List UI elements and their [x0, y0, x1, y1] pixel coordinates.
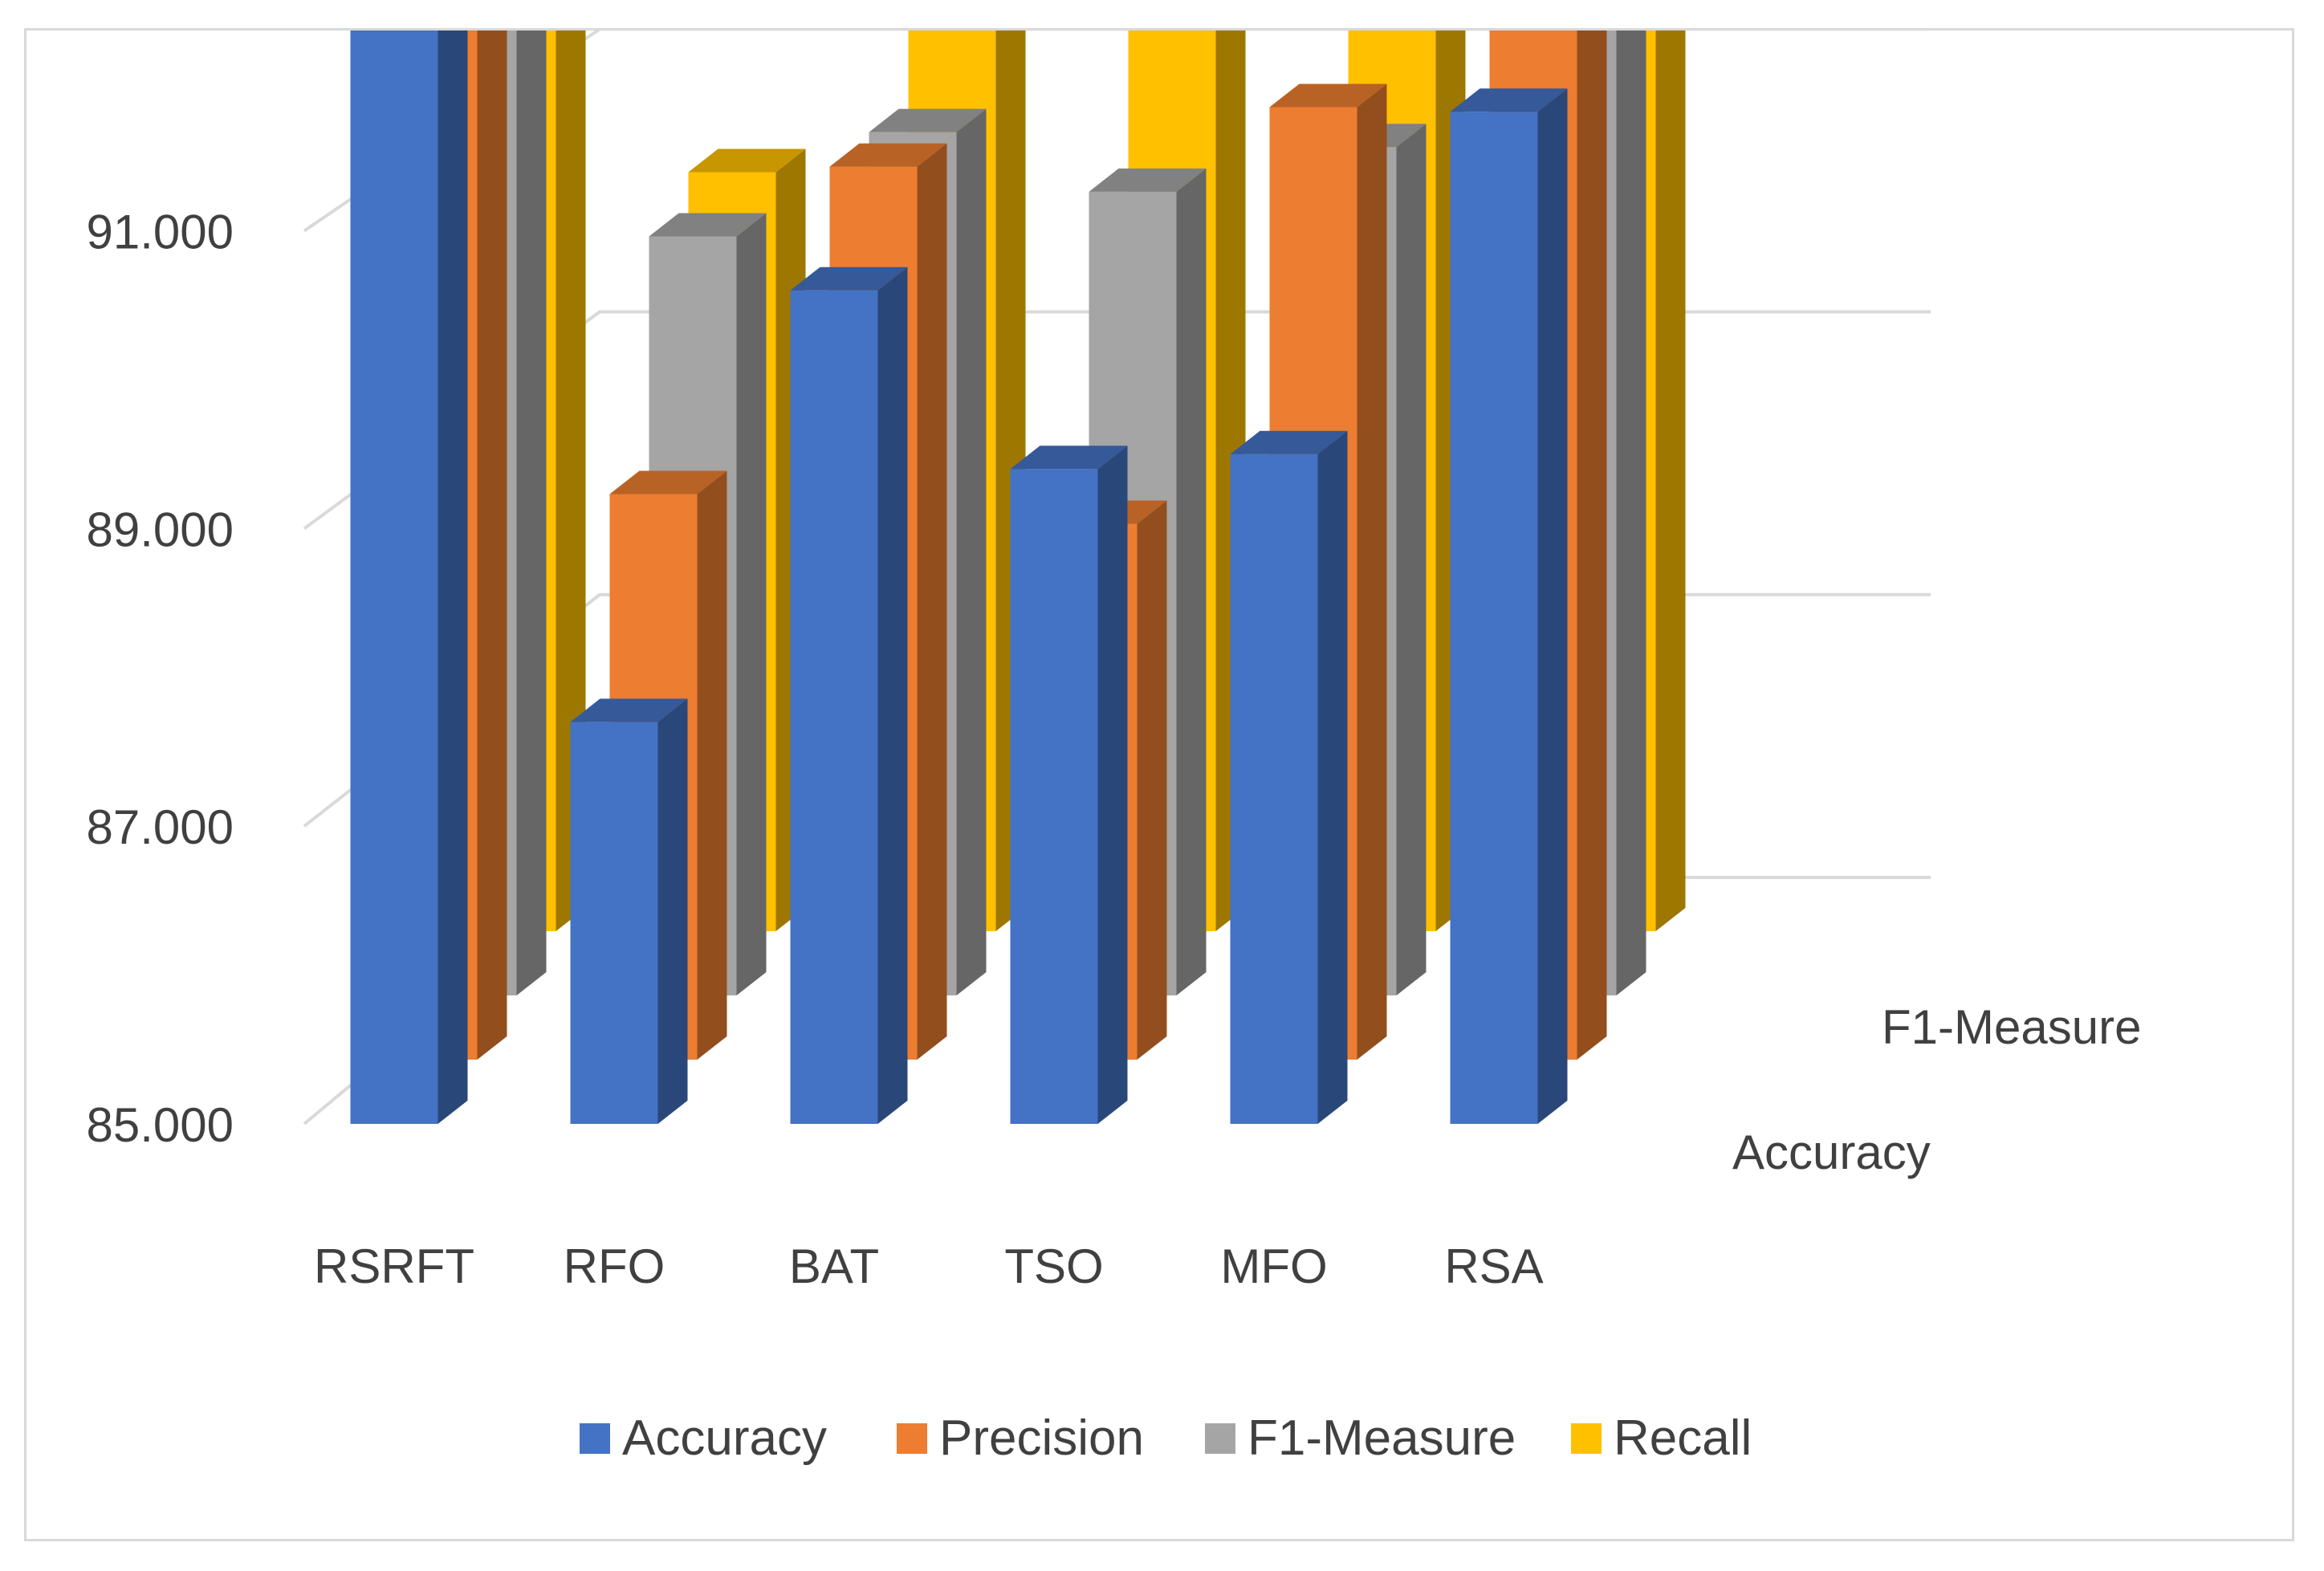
category-label: RSA [1444, 1239, 1543, 1293]
bar-accuracy-rfo [570, 698, 688, 1124]
legend-label: Accuracy [622, 1410, 827, 1466]
bar-accuracy-mfo [1230, 430, 1348, 1124]
chart-canvas: 85.00087.00089.00091.00093.00095.000RSRF… [86, 31, 2141, 1466]
category-label: MFO [1220, 1239, 1327, 1293]
y-tick-label: 87.000 [86, 800, 234, 854]
chart-frame: 85.00087.00089.00091.00093.00095.000RSRF… [24, 28, 2294, 1541]
legend-item-accuracy[interactable]: Accuracy [580, 1410, 827, 1466]
legend-swatch [1571, 1423, 1602, 1454]
depth-axis-label: Accuracy [1732, 1125, 1931, 1179]
legend-label: F1-Measure [1247, 1410, 1516, 1466]
y-tick-label: 91.000 [86, 206, 234, 259]
category-label: RFO [564, 1239, 665, 1293]
legend-label: Precision [939, 1410, 1144, 1466]
bar-accuracy-bat [790, 267, 908, 1124]
category-label: RSRFT [314, 1239, 474, 1293]
legend-label: Recall [1614, 1410, 1752, 1466]
category-label: TSO [1004, 1239, 1103, 1293]
y-tick-label: 85.000 [86, 1098, 234, 1152]
bar-accuracy-tso [1010, 446, 1128, 1124]
legend-item-f1-measure[interactable]: F1-Measure [1205, 1410, 1516, 1466]
legend-swatch [897, 1423, 927, 1454]
bar-accuracy-rsrft [350, 31, 468, 1124]
y-tick-label: 89.000 [86, 503, 234, 556]
category-label: BAT [789, 1239, 879, 1293]
depth-axis-label: F1-Measure [1882, 1000, 2141, 1054]
legend-item-recall[interactable]: Recall [1571, 1410, 1752, 1466]
legend-swatch [1205, 1423, 1235, 1454]
bar-accuracy-rsa [1450, 88, 1568, 1124]
bars [350, 31, 1686, 1124]
axis-labels: 85.00087.00089.00091.00093.00095.000RSRF… [86, 206, 2141, 1293]
legend-item-precision[interactable]: Precision [897, 1410, 1144, 1466]
legend: Accuracy Precision F1-Measure Recall [580, 1410, 1752, 1466]
legend-swatch [580, 1423, 610, 1454]
